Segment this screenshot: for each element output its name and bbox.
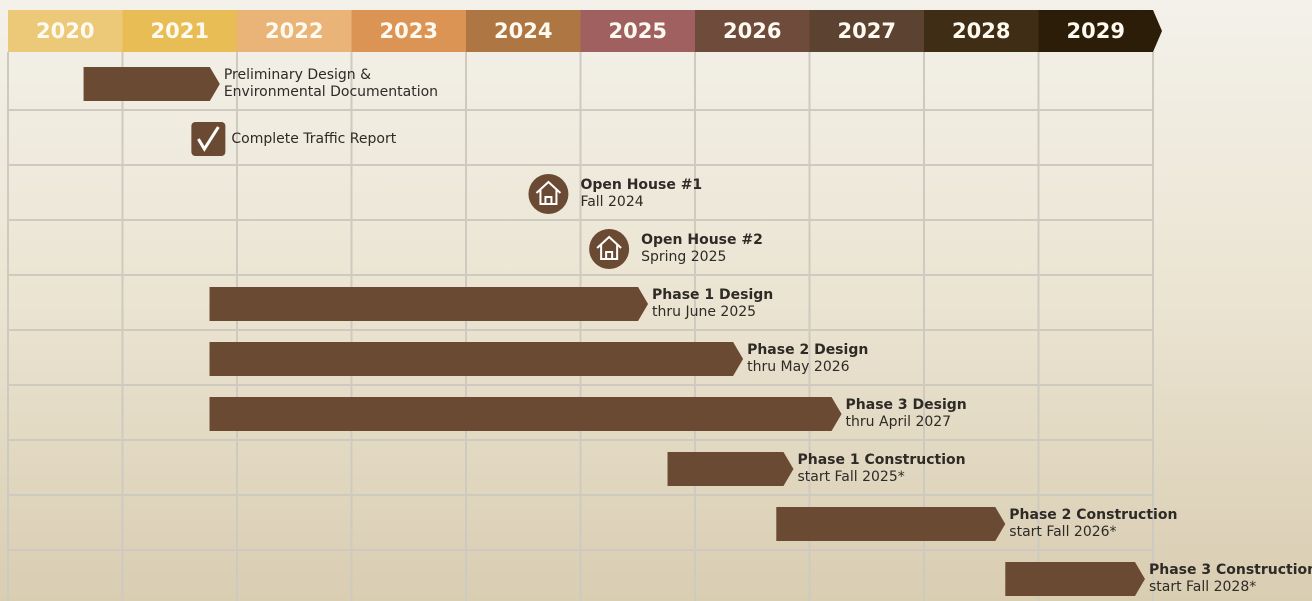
item-title: Phase 2 Construction [1009, 507, 1177, 523]
task-bar [668, 452, 794, 486]
item-subtitle: thru June 2025 [652, 304, 756, 320]
item-subtitle: start Fall 2025* [797, 469, 904, 485]
item-subtitle: Spring 2025 [641, 249, 726, 265]
item-title: Preliminary Design & [224, 67, 371, 83]
page: {"years": ["2020", "2021", "2022", "2023… [0, 0, 1312, 601]
year-label: 2024 [494, 19, 552, 43]
item-subtitle: start Fall 2028* [1149, 579, 1256, 595]
task-bar [1005, 562, 1145, 596]
item-title: Phase 3 Design [846, 397, 967, 413]
house-icon [528, 174, 568, 214]
timeline: 2020 2021 2022 2023 2024 2025 2026 2027 2028 2029… [0, 0, 1312, 601]
item-subtitle: thru April 2027 [846, 414, 952, 430]
year-label: 2022 [265, 19, 323, 43]
task-bar [84, 67, 220, 101]
task-bar [776, 507, 1005, 541]
year-label: 2020 [36, 19, 94, 43]
item-title: Open House #2 [641, 232, 763, 248]
item-subtitle: thru May 2026 [747, 359, 850, 375]
check-icon [191, 122, 225, 156]
item-title: Phase 1 Design [652, 287, 773, 303]
item-subtitle: Environmental Documentation [224, 84, 438, 100]
item-title: Open House #1 [580, 177, 702, 193]
year-label: 2021 [151, 19, 209, 43]
task-bar [210, 342, 744, 376]
year-label: 2027 [838, 19, 896, 43]
year-label: 2023 [380, 19, 438, 43]
year-label: 2029 [1067, 19, 1125, 43]
item-subtitle: Fall 2024 [580, 194, 643, 210]
item-title: Phase 1 Construction [797, 452, 965, 468]
year-label: 2026 [723, 19, 781, 43]
item-title: Complete Traffic Report [231, 131, 396, 147]
item-title: Phase 3 Construction [1149, 562, 1312, 578]
item-subtitle: start Fall 2026* [1009, 524, 1116, 540]
year-label: 2025 [609, 19, 667, 43]
item-title: Phase 2 Design [747, 342, 868, 358]
house-icon [589, 229, 629, 269]
task-bar [210, 397, 842, 431]
task-bar [210, 287, 649, 321]
year-label: 2028 [952, 19, 1010, 43]
